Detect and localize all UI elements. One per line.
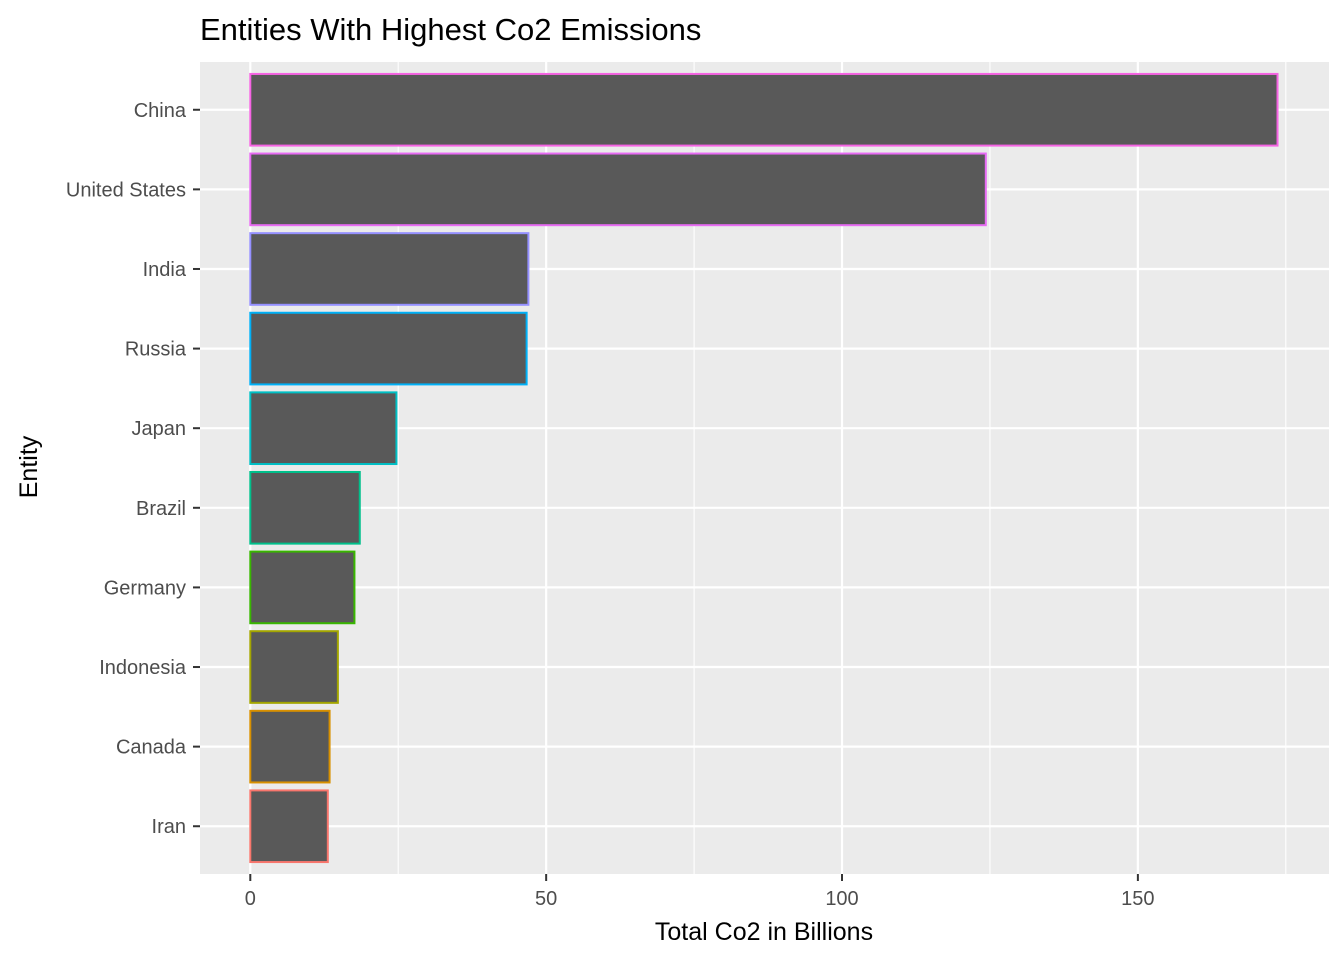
y-tick-label: Canada <box>116 737 187 759</box>
bars <box>249 72 1279 864</box>
bar-iran <box>249 789 329 864</box>
y-tick-label: Iran <box>152 816 186 838</box>
x-tick-label: 150 <box>1121 888 1154 910</box>
y-tick-label: United States <box>66 179 186 201</box>
x-tick-label: 50 <box>535 888 557 910</box>
bar-russia <box>249 311 528 386</box>
x-axis: 0 50 100 150 <box>245 874 1155 910</box>
bar-japan <box>249 391 398 466</box>
bar-indonesia <box>249 630 339 704</box>
y-tick-label: Germany <box>104 577 186 599</box>
bar-brazil <box>249 470 361 545</box>
bar-india <box>249 232 530 306</box>
chart-title: Entities With Highest Co2 Emissions <box>200 12 701 47</box>
x-axis-title: Total Co2 in Billions <box>655 918 873 946</box>
y-axis-title: Entity <box>15 435 43 498</box>
y-tick-label: Japan <box>132 418 187 440</box>
y-tick-label: India <box>143 259 187 281</box>
y-axis: China United States India Russia Japan Brazil… <box>66 100 200 838</box>
bar-china <box>249 72 1279 147</box>
bar-united-states <box>249 152 987 227</box>
x-tick-label: 100 <box>825 888 858 910</box>
y-tick-label: Indonesia <box>99 657 187 679</box>
y-tick-label: Brazil <box>136 498 186 520</box>
y-tick-label: China <box>134 100 187 122</box>
bar-canada <box>249 709 331 784</box>
x-tick-label: 0 <box>245 888 256 910</box>
y-tick-label: Russia <box>125 339 187 361</box>
bar-germany <box>249 550 356 625</box>
